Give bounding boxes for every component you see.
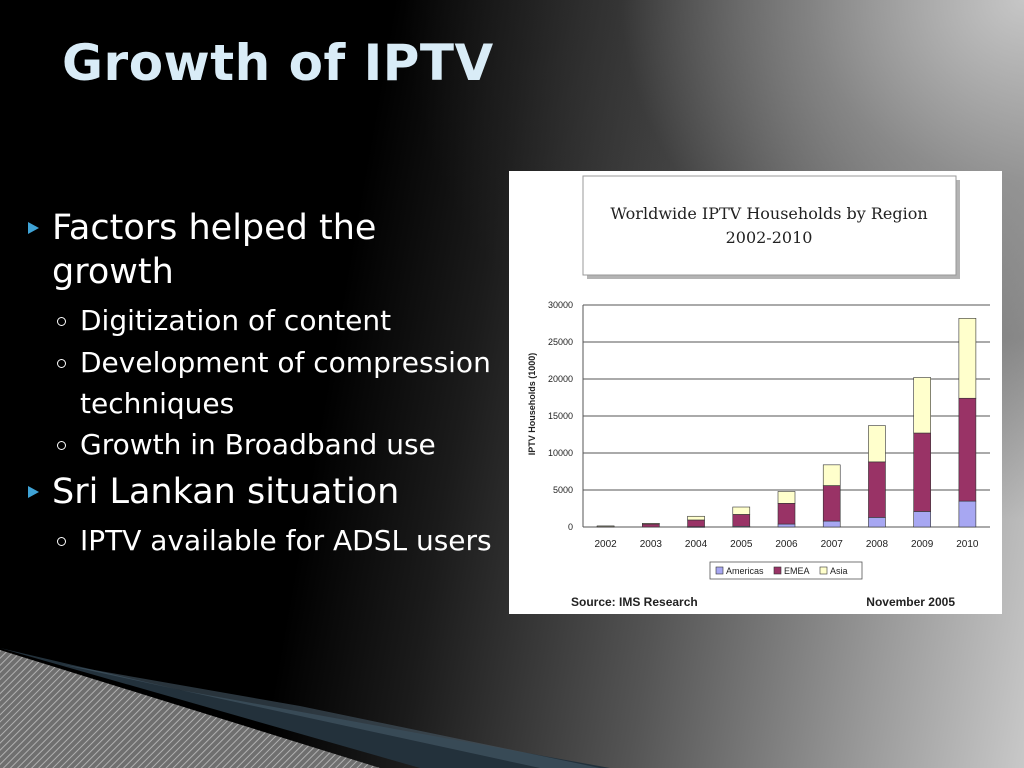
sub-bullet-broadband: Growth in Broadband use xyxy=(22,424,502,466)
x-tick-label: 2010 xyxy=(956,539,979,550)
y-axis-label: IPTV Households (1000) xyxy=(527,353,537,456)
x-tick-label: 2002 xyxy=(594,539,617,550)
x-tick-label: 2007 xyxy=(821,539,844,550)
sub-bullet-text: Development of compression techniques xyxy=(80,346,491,420)
chart-image: Worldwide IPTV Households by Region 2002… xyxy=(509,171,1002,614)
legend-swatch xyxy=(819,566,828,575)
y-tick-label: 10000 xyxy=(548,448,573,458)
y-tick-label: 15000 xyxy=(548,411,573,421)
y-tick-label: 5000 xyxy=(553,485,573,495)
sub-bullet-digitization: Digitization of content xyxy=(22,300,502,342)
sub-bullet-adsl: IPTV available for ADSL users xyxy=(22,520,502,561)
sub-bullet-text: IPTV available for ADSL users xyxy=(80,524,492,557)
y-tick-label: 0 xyxy=(568,522,573,532)
x-tick-label: 2005 xyxy=(730,539,753,550)
bar-segment-emea xyxy=(913,432,931,512)
y-tick-label: 25000 xyxy=(548,337,573,347)
bar-segment-asia xyxy=(642,522,660,525)
chart-legend xyxy=(709,561,863,580)
bar-segment-asia xyxy=(868,425,886,463)
legend-label: Americas xyxy=(726,566,764,576)
legend-label: Asia xyxy=(830,566,848,576)
sub-bullet-group: IPTV available for ADSL users xyxy=(22,520,502,561)
bullet-text: Factors helped the growth xyxy=(52,208,377,292)
sub-bullet-group: Digitization of content Development of c… xyxy=(22,300,502,466)
bullet-text: Sri Lankan situation xyxy=(52,472,400,512)
x-tick-label: 2003 xyxy=(640,539,663,550)
sub-bullet-text: Growth in Broadband use xyxy=(80,428,436,461)
chart-date: November 2005 xyxy=(866,595,955,609)
circle-bullet-icon xyxy=(57,317,66,326)
stacked-bar-chart: Worldwide IPTV Households by Region 2002… xyxy=(527,175,990,609)
circle-bullet-icon xyxy=(57,359,66,368)
bar-segment-asia xyxy=(596,525,615,527)
bullet-sri-lanka: Sri Lankan situation xyxy=(22,470,502,514)
bullet-list: Factors helped the growth Digitization o… xyxy=(22,206,502,565)
x-tick-label: 2006 xyxy=(775,539,798,550)
bullet-factors: Factors helped the growth xyxy=(22,206,502,294)
bar-segment-asia xyxy=(777,491,796,504)
chart-title: Worldwide IPTV Households by Region xyxy=(610,204,927,223)
arrow-bullet-icon xyxy=(28,222,39,234)
sub-bullet-compression: Development of compression techniques xyxy=(22,342,502,424)
bar-segment-americas xyxy=(868,517,886,528)
x-tick-label: 2004 xyxy=(685,539,708,550)
y-tick-label: 20000 xyxy=(548,374,573,384)
legend-label: EMEA xyxy=(784,566,810,576)
circle-bullet-icon xyxy=(57,537,66,546)
bar-segment-emea xyxy=(687,519,705,527)
arrow-bullet-icon xyxy=(28,486,39,498)
legend-swatch xyxy=(715,566,724,575)
legend-swatch xyxy=(773,566,782,575)
circle-bullet-icon xyxy=(57,441,66,450)
bar-segment-asia xyxy=(822,464,841,486)
bar-segment-emea xyxy=(777,503,796,525)
chart-subtitle: 2002-2010 xyxy=(726,228,813,247)
bar-segment-americas xyxy=(777,523,796,528)
bar-segment-emea xyxy=(868,461,886,518)
bar-segment-asia xyxy=(913,377,931,434)
bar-segment-asia xyxy=(687,515,705,521)
bar-segment-americas xyxy=(913,511,931,528)
bar-segment-emea xyxy=(822,485,841,522)
bar-segment-americas xyxy=(958,500,977,528)
y-tick-label: 30000 xyxy=(548,300,573,310)
chart-source: Source: IMS Research xyxy=(571,595,698,609)
bar-segment-asia xyxy=(958,318,977,399)
sub-bullet-text: Digitization of content xyxy=(80,304,392,337)
x-tick-label: 2009 xyxy=(911,539,934,550)
x-tick-label: 2008 xyxy=(866,539,889,550)
bar-segment-emea xyxy=(642,523,660,528)
bar-segment-emea xyxy=(958,397,977,502)
slide-title: Growth of IPTV xyxy=(62,34,494,92)
bar-segment-emea xyxy=(732,514,751,527)
bar-segment-asia xyxy=(732,506,751,515)
bar-segment-americas xyxy=(822,520,841,528)
